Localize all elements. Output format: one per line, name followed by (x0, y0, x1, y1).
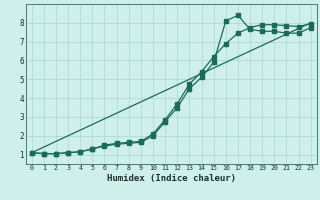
X-axis label: Humidex (Indice chaleur): Humidex (Indice chaleur) (107, 174, 236, 183)
